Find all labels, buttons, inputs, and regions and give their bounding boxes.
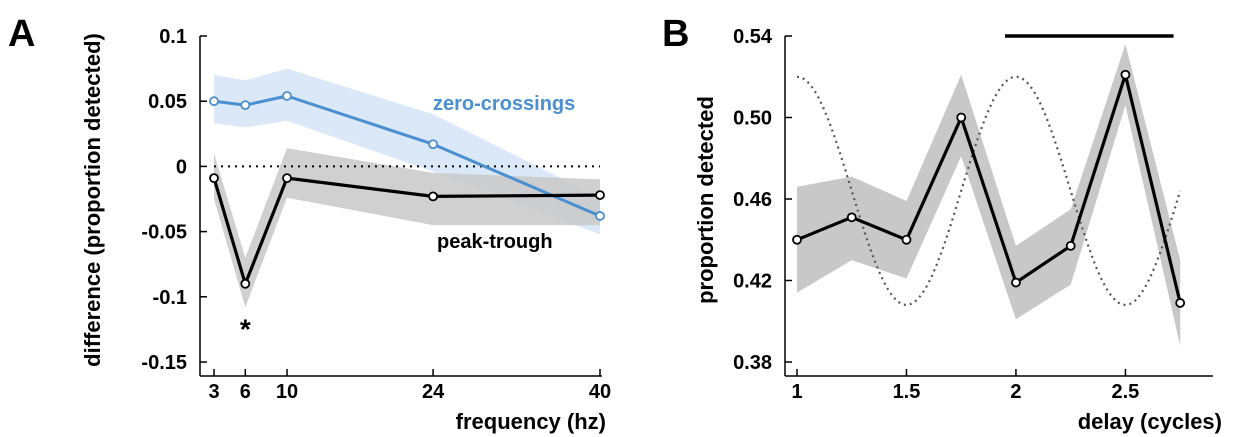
panel-a-x-tick-label: 6 <box>240 381 251 403</box>
zero-crossings-series-label: zero-crossings <box>433 93 575 115</box>
proportion-detected-point <box>1011 277 1021 288</box>
proportion-detected-point <box>846 212 857 223</box>
panel-b-x-axis-label: delay (cycles) <box>1078 409 1222 434</box>
panel-a-y-tick-label: -0.1 <box>153 287 187 309</box>
proportion-detected-point <box>901 234 912 245</box>
peak-trough-confidence-band <box>214 148 600 308</box>
proportion-detected-point <box>956 112 967 123</box>
panel-b-x-tick-label: 1 <box>791 381 802 403</box>
zero-crossings-point <box>240 100 251 111</box>
zero-crossings-point <box>428 139 438 150</box>
proportion-detected-point <box>792 234 802 245</box>
panel-b-letter: B <box>662 13 689 55</box>
panel-b-x-tick-label: 2.5 <box>1112 381 1140 403</box>
panel-b-x-tick-label: 1.5 <box>893 381 921 403</box>
panel-a-x-tick-label: 10 <box>276 381 298 403</box>
panel-a-x-tick-label: 40 <box>589 381 611 403</box>
significance-asterisk: * <box>240 313 251 344</box>
panel-a-y-tick-label: -0.15 <box>141 352 187 374</box>
panel-b-x-tick-label: 2 <box>1010 381 1021 403</box>
proportion-detected-point <box>1120 69 1131 80</box>
peak-trough-point <box>595 190 605 200</box>
panel-b-y-tick-label: 0.46 <box>733 189 772 211</box>
panel-b-chart: 0.38 0.42 0.46 0.50 0.54 1 1.5 2 2.5 delay (cycl… <box>693 26 1222 434</box>
panel-a-x-tick-label: 24 <box>422 381 445 403</box>
panel-b-axes <box>784 36 1213 377</box>
proportion-detected-point <box>1065 240 1076 251</box>
panel-b-y-tick-label: 0.42 <box>733 271 772 293</box>
panel-a-y-tick-label: -0.05 <box>141 222 187 244</box>
panel-a-letter: A <box>8 13 35 55</box>
panel-a-x-tick-label: 3 <box>208 381 219 403</box>
panel-a-x-axis-label: frequency (hz) <box>456 409 606 434</box>
panel-a-y-axis-label: difference (proportion detected) <box>80 33 105 367</box>
panel-b-y-tick-label: 0.54 <box>733 26 773 48</box>
proportion-detected-confidence-band <box>797 44 1181 346</box>
peak-trough-point <box>240 278 251 289</box>
panel-a-y-tick-label: 0.1 <box>159 26 187 48</box>
zero-crossings-point <box>595 211 605 221</box>
panel-b-y-tick-label: 0.50 <box>733 108 772 130</box>
peak-trough-point <box>209 173 219 184</box>
zero-crossings-point <box>282 91 292 101</box>
zero-crossings-point <box>209 96 219 107</box>
peak-trough-series-label: peak-trough <box>437 231 553 253</box>
proportion-detected-line <box>796 73 1182 304</box>
proportion-detected-point <box>1175 298 1186 308</box>
panel-a-axes <box>199 36 602 377</box>
panel-a-y-tick-label: 0.05 <box>148 91 187 113</box>
peak-trough-point <box>282 173 292 184</box>
peak-trough-point <box>428 191 438 202</box>
panel-b-y-axis-label: proportion detected <box>693 96 718 304</box>
panel-a-y-tick-label: 0 <box>176 156 187 178</box>
panel-a-chart: 0.1 0.05 0 -0.05 -0.1 -0.15 3 6 10 24 40 frequency… <box>80 26 611 434</box>
panel-b-y-tick-label: 0.38 <box>733 352 772 374</box>
